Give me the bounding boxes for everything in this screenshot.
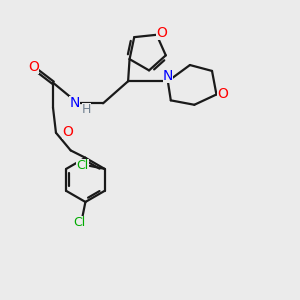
Text: H: H: [82, 103, 91, 116]
Text: Cl: Cl: [74, 216, 86, 229]
Text: O: O: [28, 60, 39, 74]
Text: O: O: [62, 125, 73, 139]
Text: N: N: [69, 96, 80, 110]
Text: N: N: [163, 69, 173, 83]
Text: O: O: [157, 26, 167, 40]
Text: O: O: [218, 88, 228, 101]
Text: Cl: Cl: [76, 159, 88, 172]
